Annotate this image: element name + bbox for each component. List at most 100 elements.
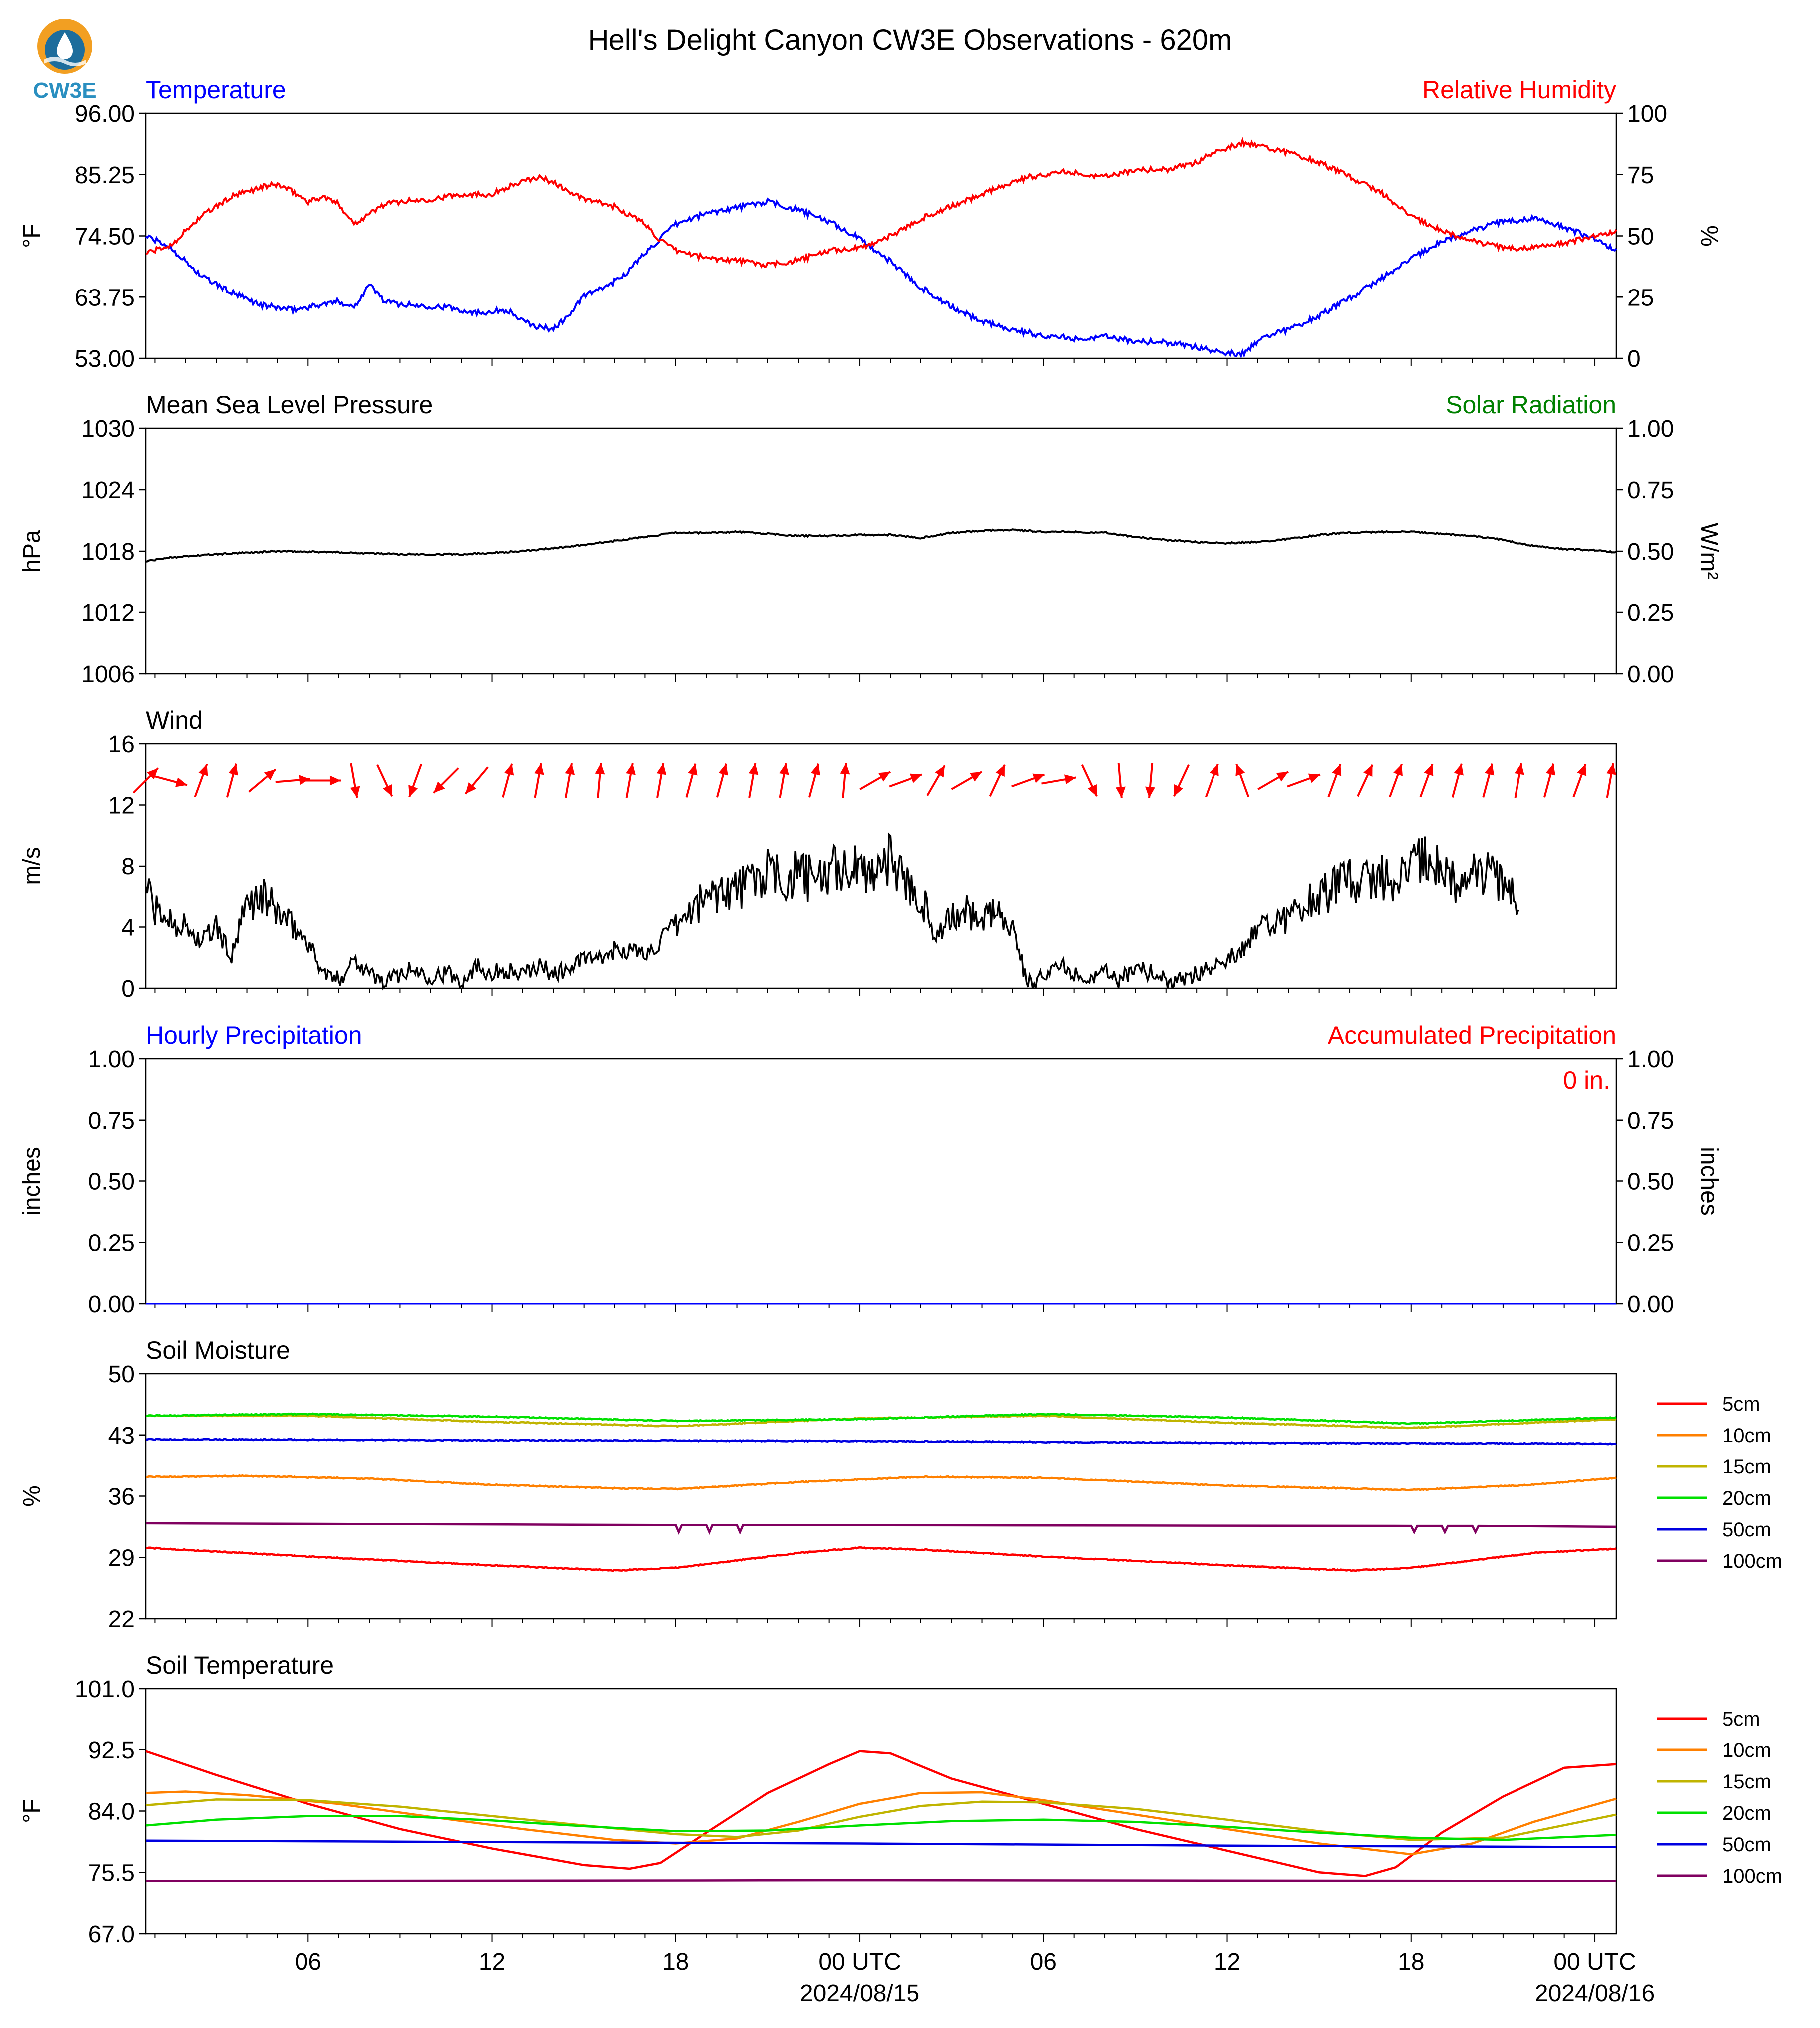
y-tick-label: 22: [108, 1606, 135, 1633]
legend-label: 100cm: [1722, 1550, 1782, 1572]
wind-arrow: [132, 767, 159, 794]
wind-arrow: [595, 763, 605, 798]
wind-arrow: [1287, 773, 1321, 788]
series-soil_temp-5cm: [145, 1750, 1617, 1877]
wind-arrow-head: [1276, 772, 1288, 782]
legend-label: 20cm: [1722, 1487, 1771, 1509]
legend-label: 15cm: [1722, 1456, 1771, 1478]
wind-arrow-head: [504, 763, 514, 776]
legend-label: 10cm: [1722, 1739, 1771, 1761]
panel-title-left: Soil Moisture: [146, 1336, 290, 1364]
y-tick-label: 0: [121, 976, 135, 1002]
legend-label: 5cm: [1722, 1393, 1760, 1415]
logo-wordmark: CW3E: [33, 78, 96, 103]
wind-arrow: [716, 763, 728, 798]
y2-axis-label: %: [1696, 225, 1722, 247]
y-tick-label: 96.00: [75, 101, 135, 127]
plot-frame: [145, 1058, 1617, 1305]
accumulated-precip-value: 0 in.: [1563, 1066, 1610, 1094]
y2-tick-label: 100: [1627, 101, 1667, 127]
panel-title-left: Hourly Precipitation: [146, 1021, 362, 1049]
y-tick-label: 74.50: [75, 224, 135, 250]
wind-arrow-head: [878, 772, 891, 782]
y2-tick-label: 0.25: [1627, 600, 1674, 626]
series-temperature: [145, 197, 1617, 359]
y2-tick-label: 0.00: [1627, 661, 1674, 688]
wind-arrow: [350, 763, 360, 798]
wind-arrow-head: [718, 763, 728, 776]
y2-axis-label: W/m²: [1696, 523, 1722, 580]
wind-arrow-head: [147, 768, 158, 780]
series-soil_temp-10cm: [145, 1790, 1617, 1856]
y-tick-label: 101.0: [75, 1676, 135, 1703]
y2-tick-label: 0: [1627, 346, 1641, 372]
wind-arrow-head: [1235, 764, 1245, 776]
wind-arrow-head: [748, 763, 759, 775]
wind-arrow-head: [408, 785, 418, 797]
panel-title-left: Soil Temperature: [146, 1651, 334, 1679]
y-tick-label: 63.75: [75, 285, 135, 311]
y-tick-label: 92.5: [88, 1738, 135, 1764]
wind-arrow-head: [970, 772, 982, 782]
y-tick-label: 1.00: [88, 1046, 135, 1073]
x-tick-label: 12: [479, 1949, 505, 1975]
logo-wave: [44, 57, 86, 66]
y2-tick-label: 0.25: [1627, 1230, 1674, 1256]
wind-arrow-head: [1606, 763, 1616, 775]
series-soil_moisture-10cm: [146, 1474, 1617, 1491]
wind-arrow-head: [383, 784, 392, 797]
wind-arrow: [1514, 763, 1524, 798]
wind-arrow-head: [433, 781, 445, 793]
series-soil_temp-20cm: [145, 1815, 1617, 1841]
panel-title-right: Relative Humidity: [1422, 76, 1616, 104]
y2-tick-label: 0.75: [1627, 477, 1674, 504]
series-soil_moisture-20cm: [145, 1412, 1617, 1425]
y2-tick-label: 75: [1627, 162, 1654, 189]
wind-arrow-head: [935, 765, 945, 778]
wind-arrow-head: [565, 763, 575, 775]
y-axis-label: hPa: [19, 530, 45, 573]
y-tick-label: 36: [108, 1484, 135, 1510]
series-soil_moisture-5cm: [145, 1546, 1617, 1572]
x-tick-label: 12: [1214, 1949, 1240, 1975]
panel-title-right: Solar Radiation: [1446, 391, 1616, 419]
drop-icon: [57, 32, 73, 59]
wind-arrow-head: [1032, 773, 1045, 783]
wind-arrow: [1572, 763, 1587, 798]
wind-arrow: [248, 768, 277, 793]
y-tick-label: 75.5: [88, 1860, 135, 1886]
wind-arrow: [226, 763, 238, 798]
x-date-label: 2024/08/15: [800, 1980, 919, 2007]
y-tick-label: 67.0: [88, 1921, 135, 1948]
wind-arrow-head: [350, 786, 360, 798]
wind-arrow-head: [1363, 764, 1373, 777]
series-soil_moisture-100cm: [145, 1522, 1617, 1535]
wind-arrow: [748, 763, 759, 798]
plot-frame: [145, 1688, 1617, 1935]
wind-arrow-head: [465, 782, 477, 794]
series-soil_temp-50cm: [145, 1839, 1617, 1848]
x-tick-label: 00 UTC: [818, 1949, 901, 1975]
y-tick-label: 16: [108, 731, 135, 758]
panel-precip: 1.00 0.75 0.50 0.25 0.00 1.00 0.75 0.50 0.25 0.00…: [19, 1021, 1722, 1318]
wind-arrow-head: [198, 764, 208, 776]
wind-arrow-head: [1209, 764, 1219, 776]
panel-soil_temp: 101.0 92.5 84.0 75.5 67.0 °F Soil Temperature 5…: [19, 1651, 1782, 1948]
y-tick-label: 0.25: [88, 1230, 135, 1256]
wind-arrow-head: [1515, 763, 1524, 775]
wind-arrow-head: [1454, 763, 1464, 776]
wind-arrow: [779, 763, 789, 798]
y-axis-label: °F: [19, 1799, 45, 1823]
x-tick-label: 06: [1030, 1949, 1057, 1975]
wind-arrow: [1011, 773, 1045, 788]
legend-label: 50cm: [1722, 1834, 1771, 1856]
x-date-label: 2024/08/16: [1535, 1980, 1655, 2007]
wind-arrow: [625, 763, 636, 798]
wind-arrow-head: [840, 763, 850, 775]
wind-arrow-head: [995, 764, 1005, 777]
y-tick-label: 1024: [81, 477, 135, 504]
y2-tick-label: 1.00: [1627, 1046, 1674, 1073]
series-wind-speed: [145, 832, 1519, 991]
y2-tick-label: 0.50: [1627, 1169, 1674, 1195]
legend-label: 20cm: [1722, 1802, 1771, 1824]
